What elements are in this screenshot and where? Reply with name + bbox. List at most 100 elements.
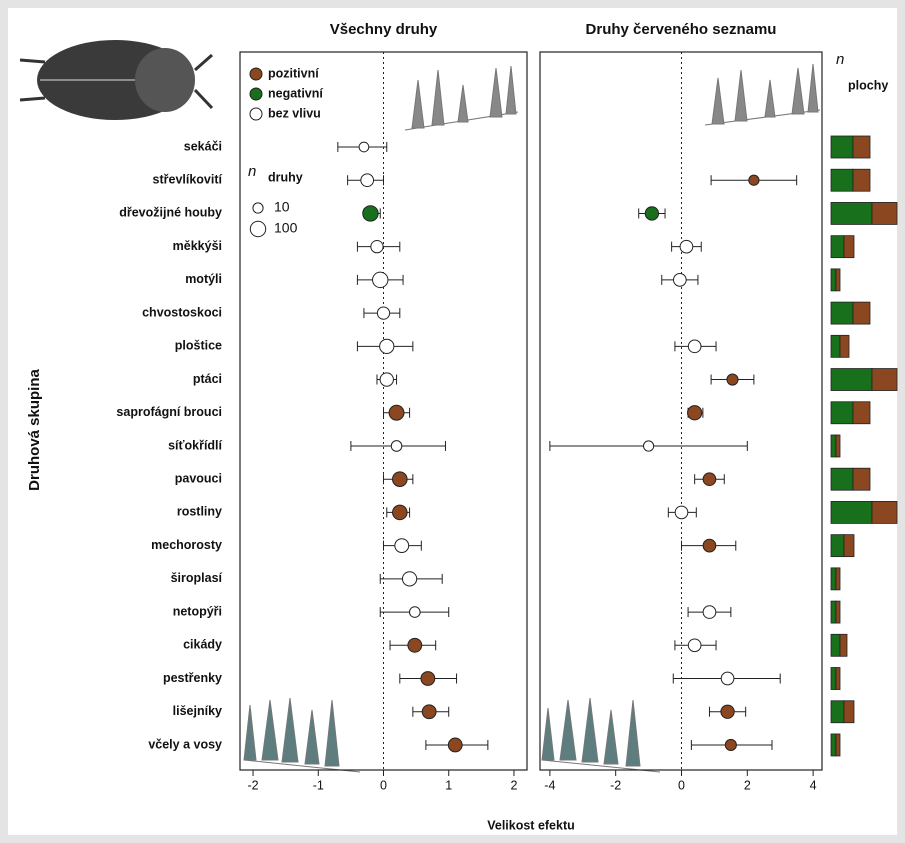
bar-segment [853,402,870,424]
point [448,738,462,752]
point [703,606,716,619]
bar-segment [831,369,872,391]
size-legend-label: 10 [274,199,290,215]
bar-segment [831,601,836,623]
bar-segment [831,269,836,291]
bar-segment [844,701,854,723]
point [393,505,408,520]
point [373,272,388,287]
point [361,174,374,187]
point [675,506,688,519]
point [395,539,409,553]
bar-segment [831,501,872,523]
x-axis-label: Velikost efektu [487,818,575,832]
panel-title: Druhy červeného seznamu [586,21,777,38]
size-legend-title: druhy [268,170,303,184]
category-label: síťokřídlí [168,438,222,452]
category-label: netopýři [173,604,222,618]
category-label: pestřenky [163,671,222,685]
category-label: měkkýši [173,239,222,253]
legend-marker [250,88,262,100]
point [371,241,383,253]
x-tick-label: -4 [544,778,555,792]
bar-segment [831,668,836,690]
point [402,572,416,586]
category-label: ptáci [193,372,222,386]
size-legend-label: 100 [274,220,298,236]
bar-title: plochy [848,78,888,92]
legend-label: bez vlivu [268,106,321,120]
point [389,405,404,420]
category-label: motýli [185,272,222,286]
x-tick-label: 1 [445,778,452,792]
bar-segment [831,734,836,756]
point [421,672,435,686]
x-tick-label: 2 [744,778,751,792]
size-legend-marker [250,221,265,236]
size-legend-marker [253,203,263,213]
point [725,739,736,750]
bar-segment [853,169,870,191]
bar-segment [831,202,872,224]
category-label: pavouci [175,471,222,485]
point [408,638,422,652]
x-tick-label: -2 [610,778,621,792]
bar-segment [836,734,840,756]
category-label: široplasí [171,571,223,585]
point [643,441,653,451]
bar-segment [831,236,844,258]
category-label: ploštice [175,339,222,353]
bar-segment [836,269,840,291]
x-tick-label: 0 [678,778,685,792]
point [359,142,369,152]
bar-title-symbol: n [836,51,844,68]
bar-segment [831,169,853,191]
bar-segment [831,535,844,557]
bar-segment [831,634,840,656]
category-label: střevlíkovití [153,173,223,187]
bar-segment [853,468,870,490]
legend-marker [250,68,262,80]
bar-segment [831,435,836,457]
legend-label: negativní [268,86,323,100]
point [645,207,658,220]
category-label: chvostoskoci [142,305,222,319]
x-tick-label: -2 [247,778,258,792]
category-label: včely a vosy [148,737,222,751]
bar-segment [836,435,840,457]
bar-segment [831,335,840,357]
bar-segment [840,335,849,357]
category-label: rostliny [177,505,222,519]
point [377,307,389,319]
bar-segment [831,136,853,158]
bar-segment [831,568,836,590]
point [727,374,738,385]
bar-segment [872,202,897,224]
point [749,175,759,185]
bar-segment [831,402,853,424]
bar-segment [836,568,840,590]
bar-segment [831,468,853,490]
point [688,639,701,652]
category-label: dřevožijné houby [119,206,222,220]
chart: Druhová skupina Velikost efektu sekáči stře… [0,0,905,843]
category-label: cikády [183,638,222,652]
bar-segment [840,634,847,656]
category-label: mechorosty [151,538,222,552]
y-axis-label: Druhová skupina [26,369,43,491]
point [721,672,734,685]
bar-segment [844,535,854,557]
point [688,406,702,420]
legend-label: pozitivní [268,66,319,80]
point [391,441,402,452]
point [363,206,378,221]
bar-segment [853,136,870,158]
category-label: lišejníky [173,704,222,718]
x-tick-label: -1 [313,778,324,792]
legend-marker [250,108,262,120]
bar-segment [836,668,840,690]
point [703,473,716,486]
category-label: saprofágní brouci [116,405,222,419]
category-label: sekáči [184,139,222,153]
bar-segment [853,302,870,324]
